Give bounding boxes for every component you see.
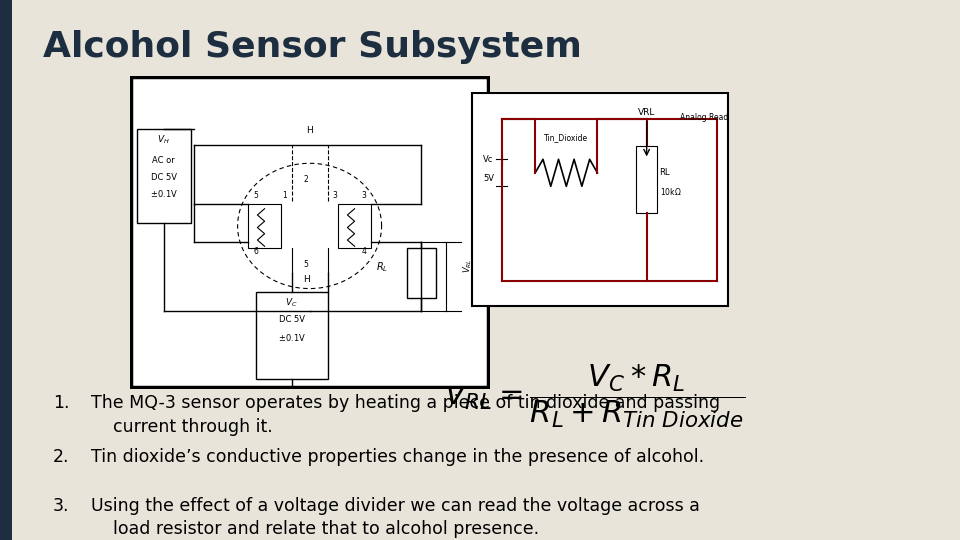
Bar bbox=[636, 146, 657, 213]
Text: $R_L$: $R_L$ bbox=[375, 260, 388, 274]
Text: $V_C$: $V_C$ bbox=[285, 296, 298, 309]
Text: H: H bbox=[302, 275, 309, 285]
Text: 4: 4 bbox=[361, 247, 366, 256]
Text: Using the effect of a voltage divider we can read the voltage across a
    load : Using the effect of a voltage divider we… bbox=[91, 497, 700, 538]
Text: Tin dioxide’s conductive properties change in the presence of alcohol.: Tin dioxide’s conductive properties chan… bbox=[91, 448, 705, 466]
Text: $\pm$0.1V: $\pm$0.1V bbox=[150, 187, 178, 199]
Text: 3: 3 bbox=[361, 191, 366, 200]
Text: Analog Read: Analog Read bbox=[680, 113, 728, 123]
Text: 10k$\Omega$: 10k$\Omega$ bbox=[660, 186, 682, 197]
Bar bbox=[137, 129, 191, 223]
Text: VRL: VRL bbox=[638, 108, 656, 117]
Text: H: H bbox=[306, 126, 313, 135]
Text: 2: 2 bbox=[303, 175, 308, 184]
Text: 6: 6 bbox=[253, 247, 258, 256]
Text: 1: 1 bbox=[282, 191, 287, 200]
Bar bbox=[338, 204, 371, 248]
Text: $V_{RL} = \dfrac{V_C * R_L}{R_L + R_{Tin\ Dioxide}}$: $V_{RL} = \dfrac{V_C * R_L}{R_L + R_{Tin… bbox=[444, 362, 746, 429]
Text: 2.: 2. bbox=[53, 448, 69, 466]
Text: 3: 3 bbox=[332, 191, 337, 200]
Text: DC 5V: DC 5V bbox=[278, 315, 304, 325]
Text: RL: RL bbox=[660, 168, 670, 177]
Text: Alcohol Sensor Subsystem: Alcohol Sensor Subsystem bbox=[43, 30, 582, 64]
Text: DC 5V: DC 5V bbox=[151, 173, 177, 182]
Text: $V_H$: $V_H$ bbox=[157, 133, 170, 146]
Text: 3.: 3. bbox=[53, 497, 69, 515]
Bar bbox=[0, 0, 12, 540]
Bar bbox=[255, 292, 327, 380]
Text: Tin_Dioxide: Tin_Dioxide bbox=[544, 133, 588, 143]
Text: 5V: 5V bbox=[483, 174, 494, 183]
Text: 5: 5 bbox=[303, 260, 308, 269]
Text: AC or: AC or bbox=[153, 156, 175, 165]
Bar bbox=[249, 204, 281, 248]
Text: Vc: Vc bbox=[483, 155, 493, 164]
Text: $\pm$0.1V: $\pm$0.1V bbox=[277, 332, 305, 342]
Bar bbox=[407, 248, 436, 298]
Text: 1.: 1. bbox=[53, 394, 69, 412]
Text: $V_{RL}$: $V_{RL}$ bbox=[462, 259, 474, 273]
Text: 5: 5 bbox=[253, 191, 258, 200]
Text: The MQ-3 sensor operates by heating a piece of tin dioxide and passing
    curre: The MQ-3 sensor operates by heating a pi… bbox=[91, 394, 720, 436]
